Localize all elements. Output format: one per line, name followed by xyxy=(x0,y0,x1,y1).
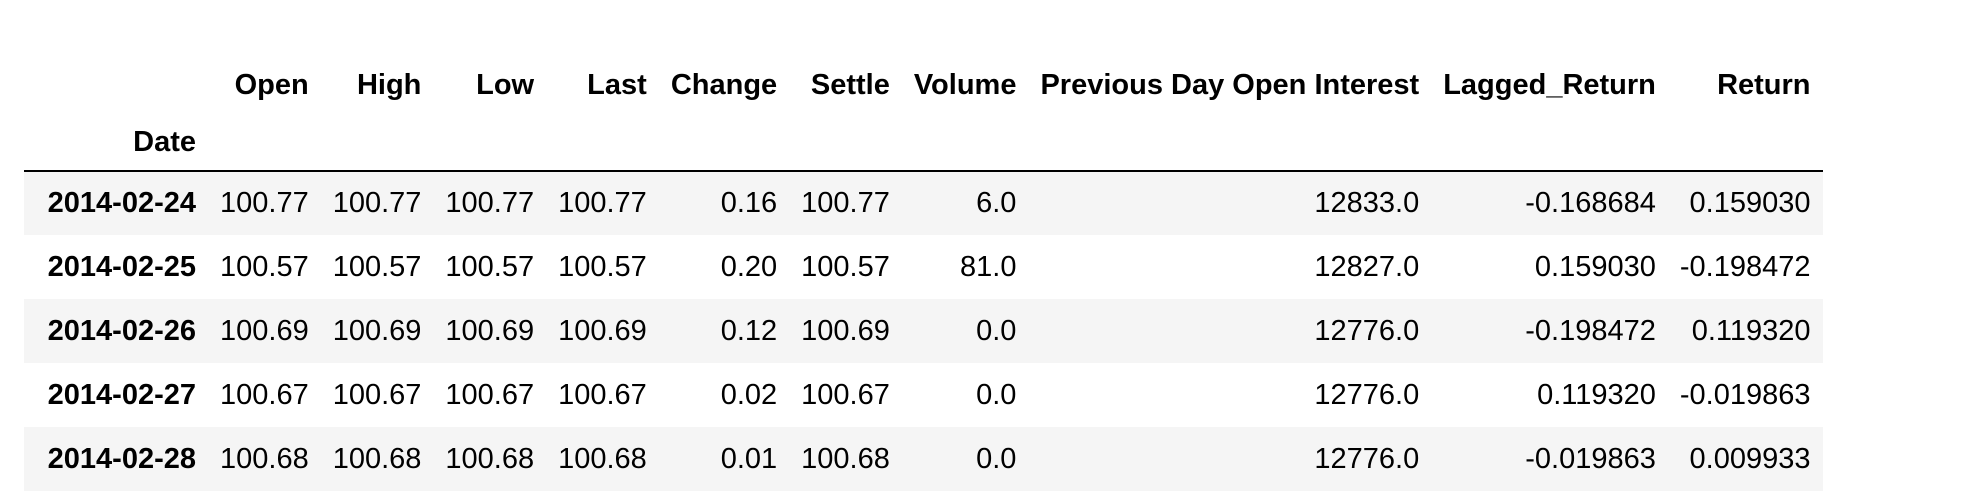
empty-header-cell xyxy=(1668,114,1823,171)
cell-change: 0.12 xyxy=(720,314,778,347)
empty-header-cell xyxy=(902,114,1029,171)
cell-last: 100.67 xyxy=(558,378,647,411)
empty-header-cell xyxy=(208,114,321,171)
cell-low: 100.57 xyxy=(445,250,535,283)
cell-volume: 6.0 xyxy=(976,187,1017,219)
dataframe-table: Open High Low Last Change Settle Volume … xyxy=(24,48,1823,491)
cell-last: 100.68 xyxy=(558,442,647,475)
empty-header-cell xyxy=(789,114,902,171)
empty-header-cell xyxy=(1028,114,1431,171)
empty-header-cell xyxy=(1431,114,1668,171)
dataframe-output: Open High Low Last Change Settle Volume … xyxy=(24,48,1823,491)
column-header-last: Last xyxy=(587,69,647,101)
index-corner-cell xyxy=(24,48,208,114)
cell-previous-day-open-interest: 12833.0 xyxy=(1314,187,1420,219)
column-header-row: Open High Low Last Change Settle Volume … xyxy=(24,48,1823,114)
cell-last: 100.57 xyxy=(558,250,647,283)
row-index-date: 2014-02-25 xyxy=(47,250,196,283)
row-index-date: 2014-02-27 xyxy=(47,378,196,411)
cell-low: 100.69 xyxy=(445,314,535,347)
column-header-settle: Settle xyxy=(810,69,890,101)
empty-header-cell xyxy=(659,114,789,171)
cell-open: 100.68 xyxy=(220,442,309,475)
row-index-date: 2014-02-28 xyxy=(47,442,196,475)
cell-change: 0.16 xyxy=(720,187,778,219)
cell-settle: 100.69 xyxy=(801,314,890,347)
cell-settle: 100.77 xyxy=(801,187,890,219)
cell-low: 100.67 xyxy=(445,378,535,411)
table-row: 2014-02-24 100.77 100.77 100.77 100.77 0… xyxy=(24,171,1823,235)
cell-change: 0.02 xyxy=(720,378,778,411)
cell-high: 100.77 xyxy=(332,187,422,219)
cell-volume: 0.0 xyxy=(976,378,1017,411)
cell-lagged-return: 0.119320 xyxy=(1537,378,1656,411)
index-name-header: Date xyxy=(133,125,196,158)
cell-high: 100.68 xyxy=(332,442,422,475)
cell-settle: 100.57 xyxy=(801,250,890,283)
cell-lagged-return: 0.159030 xyxy=(1534,250,1656,283)
column-header-volume: Volume xyxy=(913,69,1017,101)
cell-previous-day-open-interest: 12827.0 xyxy=(1314,250,1420,283)
cell-lagged-return: -0.198472 xyxy=(1525,314,1656,347)
column-header-lagged-return: Lagged_Return xyxy=(1443,69,1656,101)
cell-open: 100.57 xyxy=(220,250,309,283)
cell-change: 0.20 xyxy=(720,250,778,283)
column-header-return: Return xyxy=(1717,69,1811,101)
table-row: 2014-02-26 100.69 100.69 100.69 100.69 0… xyxy=(24,299,1823,363)
cell-settle: 100.67 xyxy=(801,378,890,411)
cell-lagged-return: -0.168684 xyxy=(1525,187,1656,219)
cell-settle: 100.68 xyxy=(801,442,890,475)
column-header-open: Open xyxy=(234,69,309,101)
cell-high: 100.67 xyxy=(332,378,422,411)
cell-open: 100.67 xyxy=(220,378,309,411)
cell-volume: 81.0 xyxy=(960,250,1017,283)
index-header-row: Date xyxy=(24,114,1823,171)
table-row: 2014-02-25 100.57 100.57 100.57 100.57 0… xyxy=(24,235,1823,299)
cell-change: 0.01 xyxy=(720,442,778,475)
column-header-change: Change xyxy=(670,69,778,101)
empty-header-cell xyxy=(321,114,434,171)
column-header-high: High xyxy=(356,69,422,101)
table-row: 2014-02-28 100.68 100.68 100.68 100.68 0… xyxy=(24,427,1823,491)
cell-return: -0.019863 xyxy=(1679,378,1811,411)
cell-high: 100.57 xyxy=(332,250,422,283)
cell-previous-day-open-interest: 12776.0 xyxy=(1314,314,1420,347)
table-row: 2014-02-27 100.67 100.67 100.67 100.67 0… xyxy=(24,363,1823,427)
empty-header-cell xyxy=(546,114,659,171)
cell-volume: 0.0 xyxy=(976,314,1017,347)
cell-return: 0.159030 xyxy=(1689,187,1811,219)
cell-last: 100.69 xyxy=(558,314,647,347)
row-index-date: 2014-02-24 xyxy=(47,187,196,219)
cell-open: 100.69 xyxy=(220,314,309,347)
cell-low: 100.68 xyxy=(445,442,535,475)
cell-return: 0.009933 xyxy=(1689,442,1811,475)
cell-last: 100.77 xyxy=(558,187,647,219)
table-header: Open High Low Last Change Settle Volume … xyxy=(24,48,1823,171)
table-body: 2014-02-24 100.77 100.77 100.77 100.77 0… xyxy=(24,171,1823,491)
cell-lagged-return: -0.019863 xyxy=(1525,442,1656,475)
column-header-previous-day-open-interest: Previous Day Open Interest xyxy=(1040,69,1420,101)
empty-header-cell xyxy=(433,114,546,171)
cell-previous-day-open-interest: 12776.0 xyxy=(1314,378,1420,411)
column-header-low: Low xyxy=(476,69,535,101)
cell-volume: 0.0 xyxy=(976,442,1017,475)
cell-return: 0.119320 xyxy=(1691,314,1811,347)
cell-high: 100.69 xyxy=(332,314,422,347)
cell-previous-day-open-interest: 12776.0 xyxy=(1314,442,1420,475)
cell-low: 100.77 xyxy=(445,187,535,219)
cell-return: -0.198472 xyxy=(1679,250,1811,283)
row-index-date: 2014-02-26 xyxy=(47,314,196,347)
cell-open: 100.77 xyxy=(220,187,309,219)
